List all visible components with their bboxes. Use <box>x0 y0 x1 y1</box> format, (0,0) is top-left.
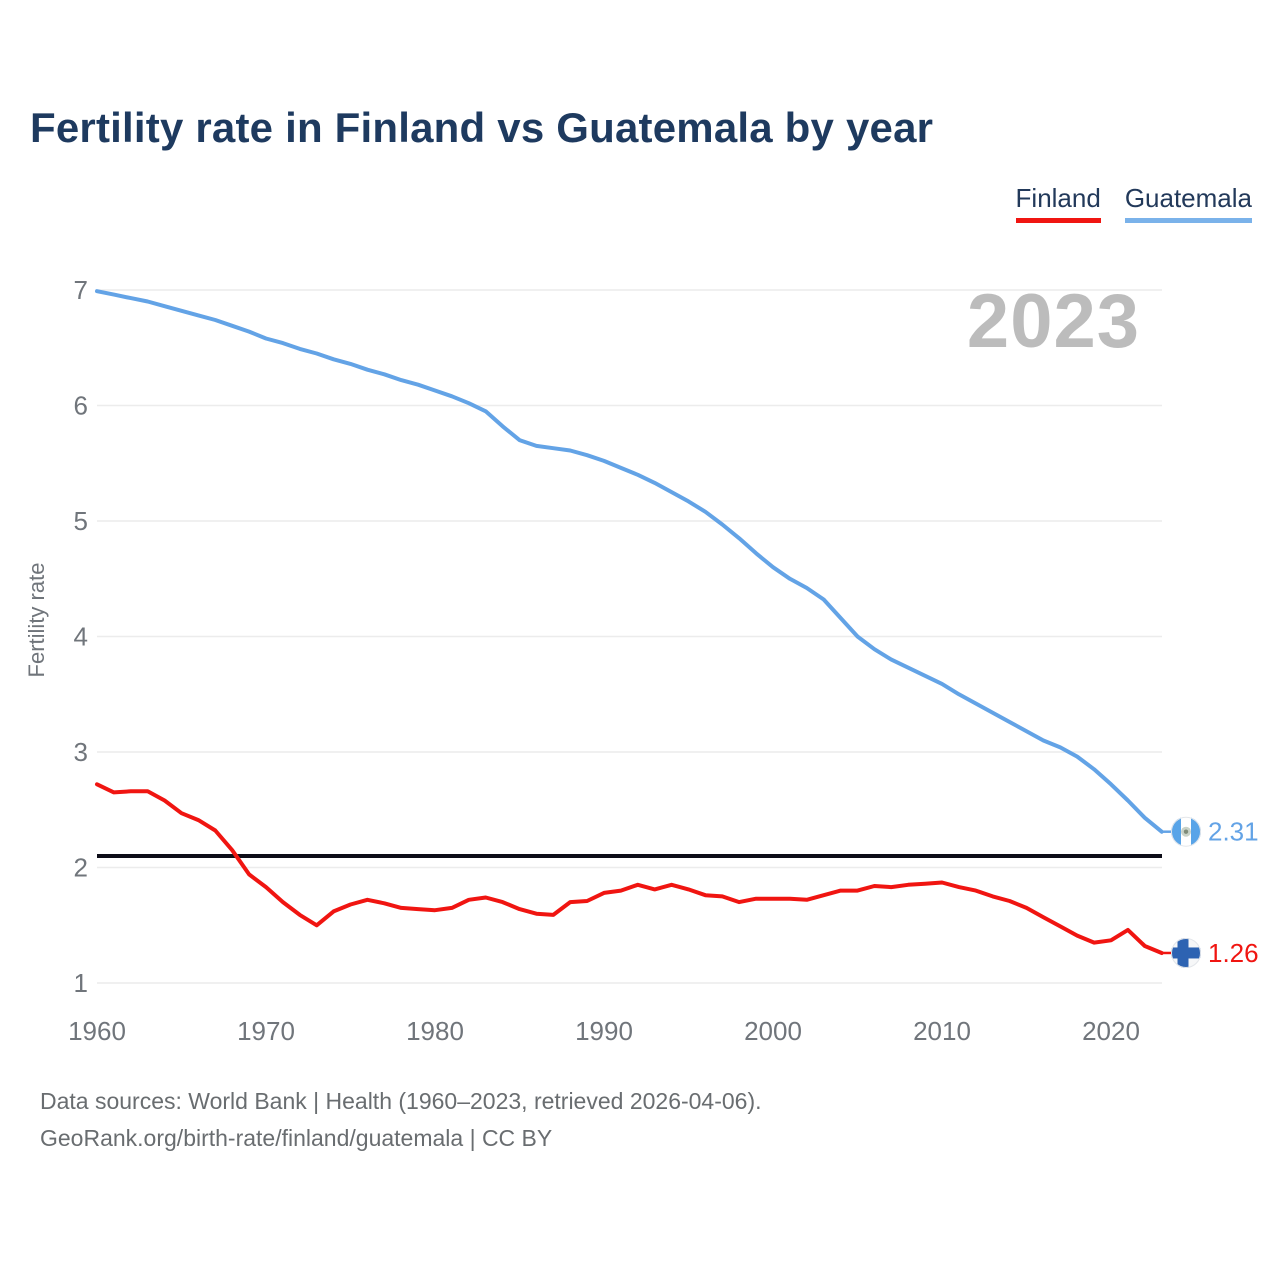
y-axis-title: Fertility rate <box>24 563 49 678</box>
finland-flag-icon <box>1171 937 1201 968</box>
legend-item-guatemala[interactable]: Guatemala <box>1124 184 1252 223</box>
x-tick-label: 1980 <box>406 1016 464 1046</box>
x-tick-label: 2010 <box>913 1016 971 1046</box>
legend-item-finland[interactable]: Finland <box>1015 184 1101 223</box>
data-sources-text: Data sources: World Bank | Health (1960–… <box>40 1088 762 1114</box>
year-watermark: 2023 <box>967 279 1140 364</box>
footer: Data sources: World Bank | Health (1960–… <box>40 1083 762 1157</box>
y-tick-label: 5 <box>74 506 88 536</box>
x-tick-label: 2020 <box>1082 1016 1140 1046</box>
y-tick-label: 2 <box>74 853 88 883</box>
y-tick-label: 3 <box>74 737 88 767</box>
page-title: Fertility rate in Finland vs Guatemala b… <box>30 104 934 151</box>
finland-end-value: 1.26 <box>1208 938 1259 968</box>
x-tick-label: 1960 <box>68 1016 126 1046</box>
x-tick-label: 1990 <box>575 1016 633 1046</box>
source-url-text: GeoRank.org/birth-rate/finland/guatemala… <box>40 1125 553 1151</box>
x-tick-label: 2000 <box>744 1016 802 1046</box>
guatemala-end-value: 2.31 <box>1208 817 1259 847</box>
finland-line[interactable] <box>95 782 1164 955</box>
guatemala-flag-icon <box>1171 816 1201 847</box>
y-tick-label: 1 <box>74 968 88 998</box>
y-tick-label: 6 <box>74 391 88 421</box>
x-tick-label: 1970 <box>237 1016 295 1046</box>
y-tick-label: 4 <box>74 622 88 652</box>
guatemala-line[interactable] <box>95 289 1164 834</box>
y-tick-label: 7 <box>74 275 88 305</box>
legend: Finland Guatemala <box>1015 184 1252 223</box>
